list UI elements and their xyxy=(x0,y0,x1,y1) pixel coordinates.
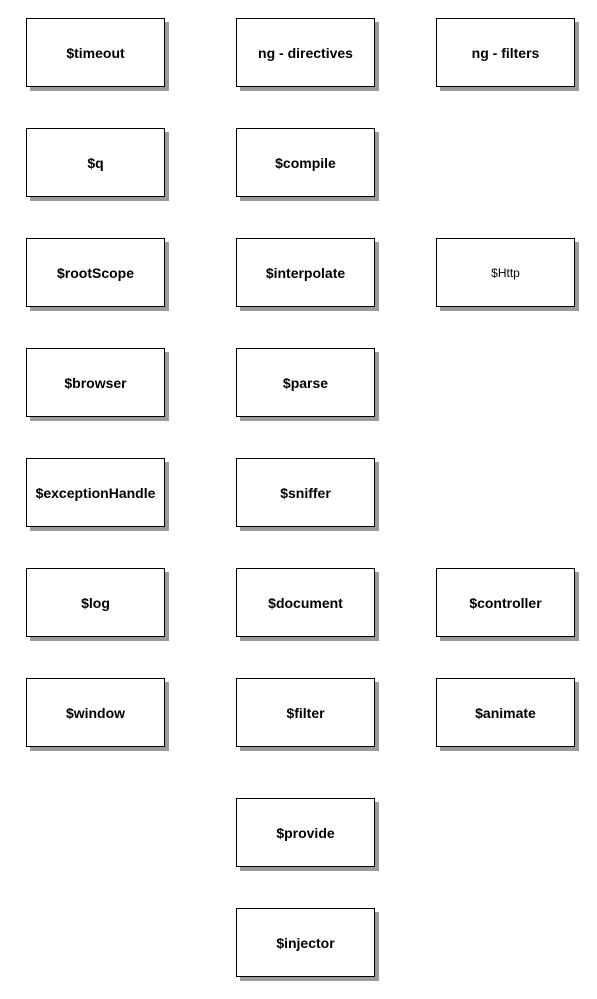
node-exceptionhandle[interactable]: $exceptionHandle xyxy=(26,458,165,527)
node-rootscope[interactable]: $rootScope xyxy=(26,238,165,307)
node-ng-filters[interactable]: ng - filters xyxy=(436,18,575,87)
node-animate[interactable]: $animate xyxy=(436,678,575,747)
node-interpolate[interactable]: $interpolate xyxy=(236,238,375,307)
node-injector[interactable]: $injector xyxy=(236,908,375,977)
node-filter[interactable]: $filter xyxy=(236,678,375,747)
node-browser[interactable]: $browser xyxy=(26,348,165,417)
node-timeout[interactable]: $timeout xyxy=(26,18,165,87)
node-document[interactable]: $document xyxy=(236,568,375,637)
node-window[interactable]: $window xyxy=(26,678,165,747)
node-compile[interactable]: $compile xyxy=(236,128,375,197)
node-provide[interactable]: $provide xyxy=(236,798,375,867)
node-sniffer[interactable]: $sniffer xyxy=(236,458,375,527)
node-log[interactable]: $log xyxy=(26,568,165,637)
node-parse[interactable]: $parse xyxy=(236,348,375,417)
node-controller[interactable]: $controller xyxy=(436,568,575,637)
node-http[interactable]: $Http xyxy=(436,238,575,307)
node-ng-directives[interactable]: ng - directives xyxy=(236,18,375,87)
node-q[interactable]: $q xyxy=(26,128,165,197)
